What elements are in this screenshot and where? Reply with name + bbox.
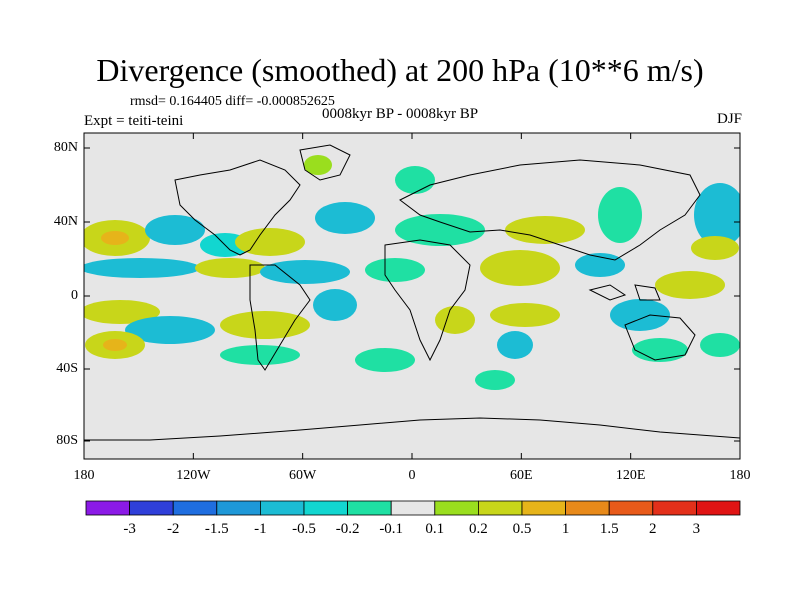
field-blob xyxy=(125,316,215,344)
colorbar-label: -1 xyxy=(254,521,267,537)
field-blob xyxy=(84,258,200,278)
field-blob xyxy=(395,166,435,194)
field-blob xyxy=(365,258,425,282)
colorbar-label: 0.5 xyxy=(512,521,532,537)
field-blob xyxy=(610,299,670,331)
field-blob xyxy=(103,339,127,351)
field-blob xyxy=(220,345,300,365)
field-blob xyxy=(395,214,485,246)
lat-label: 0 xyxy=(71,288,78,303)
field-blob xyxy=(195,258,265,278)
colorbar-label: 2 xyxy=(649,521,657,537)
field-blob xyxy=(355,348,415,372)
lon-label: 60W xyxy=(289,468,317,483)
lat-label: 40N xyxy=(53,214,78,229)
lon-label: 180 xyxy=(73,468,95,483)
coastlines xyxy=(84,144,740,441)
field-blob xyxy=(313,289,357,321)
colorbar-swatch xyxy=(652,500,697,516)
colorbar-label: 0.2 xyxy=(469,521,488,537)
field-blob xyxy=(691,236,739,260)
coast-island xyxy=(588,284,627,301)
field-blob xyxy=(101,231,129,245)
field-blob xyxy=(694,183,740,247)
field-blob xyxy=(475,370,515,390)
experiment-label: Expt = teiti-teini xyxy=(84,113,184,129)
lon-label: 120E xyxy=(615,468,646,483)
field-blob xyxy=(480,250,560,286)
colorbar-swatch xyxy=(608,500,654,516)
colorbar-swatch xyxy=(129,500,174,516)
field-blob xyxy=(235,228,305,256)
colorbar-label: 1 xyxy=(561,521,570,537)
colorbar-swatch xyxy=(85,500,130,516)
colorbar-label: -0.1 xyxy=(379,521,404,537)
field-blob xyxy=(505,216,585,244)
coast-north-america xyxy=(174,159,301,256)
stats-line: rmsd= 0.164405 diff= -0.000852625 xyxy=(130,94,335,109)
colorbar-label: 1.5 xyxy=(599,521,619,537)
colorbar-label: 3 xyxy=(692,521,701,537)
lon-label: 60E xyxy=(510,468,533,483)
field-blob xyxy=(304,155,332,175)
season-label: DJF xyxy=(716,111,742,127)
chart-title: Divergence (smoothed) at 200 hPa (10**6 … xyxy=(96,52,704,88)
field-blob xyxy=(315,202,375,234)
lat-label: 40S xyxy=(56,361,78,376)
field-blob xyxy=(497,331,533,359)
field-blob xyxy=(700,333,740,357)
colorbar-swatch xyxy=(259,500,305,516)
field-blob xyxy=(435,306,475,334)
lon-label: 120W xyxy=(176,468,211,483)
coast-australia xyxy=(624,314,696,361)
colorbar-label: -2 xyxy=(166,521,180,537)
colorbar-swatch xyxy=(303,500,348,516)
colorbar-swatch xyxy=(390,500,436,516)
colorbar-swatch xyxy=(172,500,218,516)
field-blob xyxy=(490,303,560,327)
coast-antarctica xyxy=(84,417,740,441)
colorbar-swatch xyxy=(521,500,566,516)
field-blob xyxy=(598,187,642,243)
field-blob xyxy=(220,311,310,339)
colorbar-swatch xyxy=(216,500,261,516)
coast-greenland xyxy=(299,144,351,181)
field-blob xyxy=(260,260,350,284)
lon-label: 0 xyxy=(408,468,416,483)
coast-south-america xyxy=(249,264,311,371)
time-label: 0008kyr BP - 0008kyr BP xyxy=(322,106,479,122)
colorbar-label: -0.2 xyxy=(335,521,360,537)
colorbar-label: -0.5 xyxy=(292,521,316,537)
colorbar-swatch xyxy=(477,500,523,516)
coast-eurasia xyxy=(399,159,701,261)
lon-label: 180 xyxy=(729,468,751,483)
field-blob xyxy=(655,271,725,299)
colorbar-swatch xyxy=(565,500,610,516)
coast-africa xyxy=(384,239,471,362)
lat-label: 80S xyxy=(56,433,78,448)
axis-ticks xyxy=(83,133,741,459)
colorbar-swatch xyxy=(696,500,741,516)
divergence-field xyxy=(84,155,740,390)
field-blob xyxy=(632,338,688,362)
field-blob xyxy=(84,300,160,324)
colorbar-label: 0.1 xyxy=(425,521,445,537)
colorbar-swatch xyxy=(347,500,392,516)
colorbar-swatch xyxy=(434,500,479,516)
lat-label: 80N xyxy=(53,140,78,155)
colorbar-label: -3 xyxy=(123,521,136,537)
colorbar-label: -1.5 xyxy=(204,521,229,537)
coast-island xyxy=(634,284,661,301)
colorbar xyxy=(85,500,741,516)
field-blob xyxy=(145,215,205,245)
